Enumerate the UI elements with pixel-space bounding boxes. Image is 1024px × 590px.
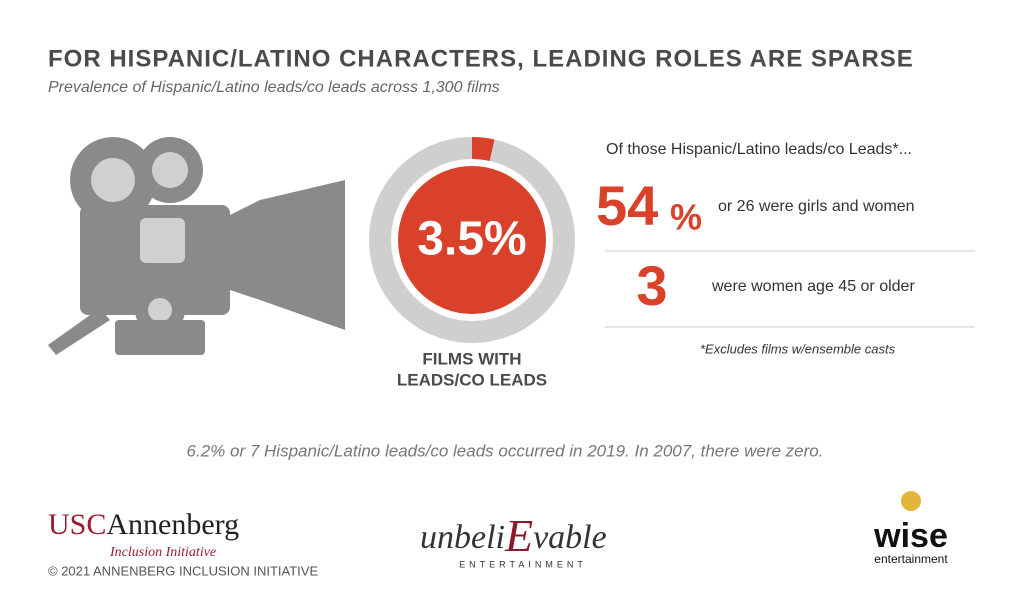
footnote: *Excludes films w/ensemble casts xyxy=(700,341,896,356)
usc-sub: Inclusion Initiative xyxy=(109,545,216,560)
unbelievable-logo: unbeliEvable xyxy=(420,510,607,561)
note: 6.2% or 7 Hispanic/Latino leads/co leads… xyxy=(187,441,824,460)
donut-center xyxy=(398,166,546,314)
usc-logo: USCAnnenberg xyxy=(48,508,239,541)
camera-icon xyxy=(48,137,345,355)
donut-caption: LEADS/CO LEADS xyxy=(397,370,547,389)
unb-part: E xyxy=(504,510,533,561)
stat-number: 54 xyxy=(596,174,658,237)
wise-icon xyxy=(901,491,921,511)
stat-number: 3 xyxy=(636,254,667,317)
unb-part: vable xyxy=(533,519,607,556)
copyright: © 2021 ANNENBERG INCLUSION INITIATIVE xyxy=(48,563,318,578)
donut-caption: FILMS WITH xyxy=(422,349,521,368)
stat-unit: % xyxy=(670,197,702,238)
unb-sub: ENTERTAINMENT xyxy=(459,559,587,569)
title: FOR HISPANIC/LATINO CHARACTERS, LEADING … xyxy=(48,45,914,72)
breakdown-heading: Of those Hispanic/Latino leads/co Leads*… xyxy=(606,141,912,158)
wise-logo: wise xyxy=(873,517,948,555)
stat-text: or 26 were girls and women xyxy=(718,198,915,215)
donut-label: 3.5% xyxy=(417,213,526,266)
usc-name: USC xyxy=(48,508,106,541)
donut-slice xyxy=(472,137,495,161)
stat-text: were women age 45 or older xyxy=(711,278,915,295)
usc-name: Annenberg xyxy=(106,508,239,541)
subtitle: Prevalence of Hispanic/Latino leads/co l… xyxy=(48,79,500,96)
unb-part: unbeli xyxy=(420,519,505,556)
wise-sub: entertainment xyxy=(874,552,948,566)
